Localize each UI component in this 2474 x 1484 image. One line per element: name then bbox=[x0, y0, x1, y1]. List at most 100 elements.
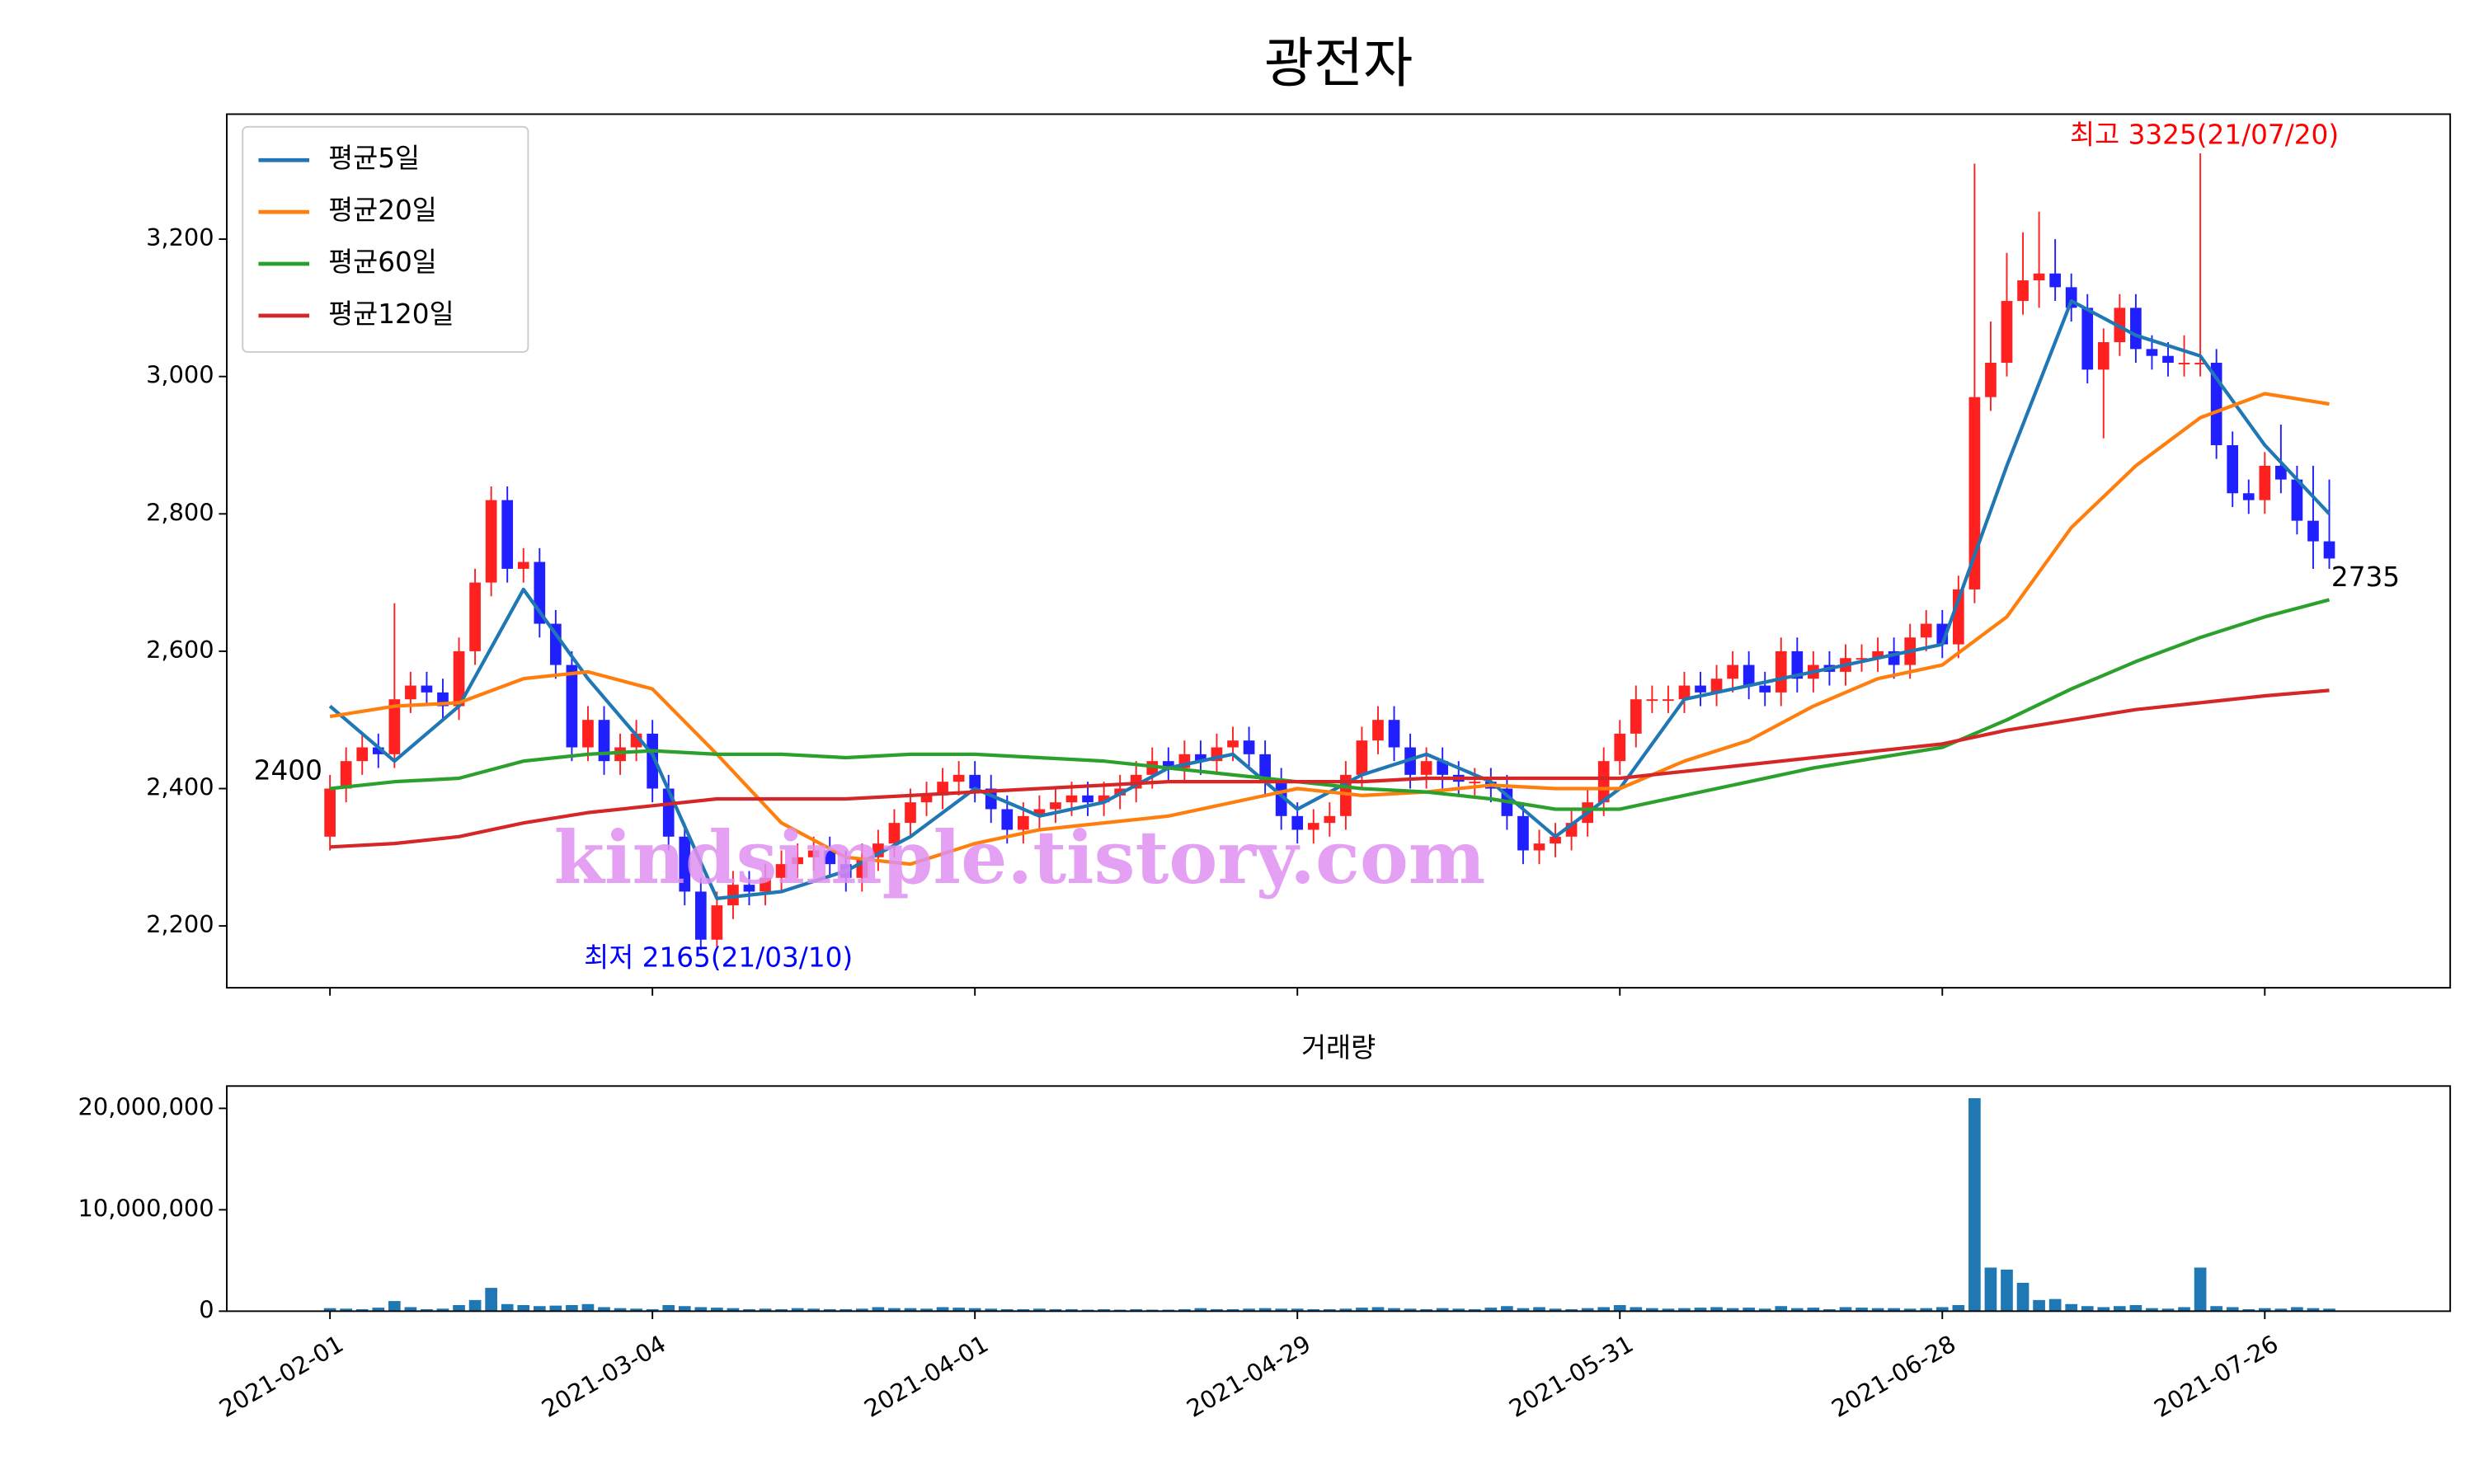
volume-bar bbox=[1323, 1308, 1336, 1312]
candle-body bbox=[775, 864, 788, 878]
volume-bar bbox=[421, 1308, 433, 1312]
volume-bar bbox=[517, 1305, 530, 1312]
volume-bar bbox=[952, 1308, 965, 1312]
candle-body bbox=[1517, 815, 1529, 851]
volume-bar bbox=[1823, 1308, 1836, 1312]
volume-bar bbox=[904, 1308, 917, 1312]
volume-bar bbox=[1501, 1306, 1513, 1312]
volume-bar bbox=[355, 1308, 369, 1312]
volume-bar bbox=[1130, 1308, 1143, 1312]
volume-bar bbox=[1856, 1308, 1868, 1312]
volume-bar bbox=[1710, 1307, 1723, 1312]
volume-title: 거래량 bbox=[1301, 1032, 1376, 1064]
volume-bar bbox=[2129, 1305, 2142, 1312]
candle-body bbox=[1033, 809, 1046, 816]
candle-body bbox=[2178, 363, 2190, 364]
candle-body bbox=[760, 877, 771, 892]
ma-line bbox=[329, 392, 2330, 866]
candle-body bbox=[1018, 815, 1029, 830]
candle-body bbox=[679, 836, 691, 892]
volume-bar bbox=[1646, 1308, 1658, 1312]
candle-body bbox=[1162, 761, 1174, 768]
candle-body bbox=[807, 850, 820, 857]
volume-bar bbox=[1597, 1307, 1611, 1312]
volume-bar bbox=[1065, 1308, 1078, 1312]
candle-body bbox=[952, 774, 965, 782]
candle-body bbox=[1663, 699, 1674, 702]
volume-bar bbox=[1903, 1308, 1917, 1312]
volume-bar bbox=[1033, 1308, 1046, 1312]
volume-bar bbox=[2001, 1269, 2013, 1312]
volume-bar bbox=[404, 1307, 417, 1312]
volume-bar bbox=[1952, 1305, 1965, 1312]
volume-bar bbox=[791, 1308, 804, 1312]
candle-body bbox=[1227, 740, 1239, 748]
volume-bar bbox=[549, 1305, 562, 1312]
candle-body bbox=[1388, 720, 1400, 748]
candle-body bbox=[1420, 761, 1432, 775]
volume-bar bbox=[2291, 1307, 2303, 1312]
volume-bar bbox=[1388, 1308, 1400, 1312]
candle-body bbox=[1001, 809, 1014, 830]
volume-bar bbox=[1420, 1308, 1432, 1312]
volume-bar bbox=[1888, 1308, 1900, 1312]
candle-body bbox=[1646, 699, 1658, 702]
annotation: 2735 bbox=[2331, 561, 2400, 593]
ma-line bbox=[329, 598, 2331, 811]
candle-body bbox=[1065, 795, 1078, 803]
volume-bar bbox=[1178, 1308, 1191, 1312]
candle-body bbox=[1775, 650, 1787, 693]
candle-body bbox=[2130, 308, 2142, 350]
y-tick-label: 2,400 bbox=[146, 773, 214, 801]
volume-bar bbox=[1404, 1308, 1417, 1312]
candle-body bbox=[372, 747, 384, 754]
volume-bar bbox=[1468, 1308, 1481, 1312]
volume-bar bbox=[2226, 1307, 2239, 1312]
volume-bar bbox=[501, 1303, 514, 1312]
candle-body bbox=[694, 891, 707, 940]
candle-body bbox=[647, 733, 659, 789]
volume-bar bbox=[614, 1308, 627, 1312]
candle-body bbox=[1695, 685, 1706, 693]
volume-bar bbox=[485, 1288, 497, 1312]
volume-bar bbox=[436, 1308, 449, 1312]
volume-bar bbox=[1258, 1308, 1272, 1312]
candle-body bbox=[1727, 665, 1738, 679]
candle-body bbox=[2001, 301, 2013, 364]
y-tick-label: 3,200 bbox=[146, 223, 214, 251]
candle-body bbox=[2242, 493, 2255, 500]
y-tick-label: 0 bbox=[199, 1295, 214, 1323]
ma-line bbox=[330, 688, 2330, 849]
plot-frame bbox=[226, 113, 2452, 989]
candle-body bbox=[598, 720, 610, 762]
candle-body bbox=[969, 774, 981, 789]
candle-body bbox=[1533, 843, 1545, 851]
candle-body bbox=[469, 582, 481, 651]
volume-bar bbox=[840, 1308, 853, 1312]
candle-body bbox=[356, 747, 369, 762]
volume-bar bbox=[2033, 1299, 2045, 1312]
candle-body bbox=[2017, 280, 2029, 302]
volume-bar bbox=[2274, 1308, 2288, 1312]
candle-body bbox=[2259, 465, 2271, 500]
candle-body bbox=[2291, 479, 2303, 521]
legend-label: 평균120일 bbox=[328, 298, 454, 330]
candle-body bbox=[711, 905, 723, 940]
candle-body bbox=[2307, 520, 2319, 542]
volume-bar bbox=[1356, 1308, 1368, 1312]
volume-bar bbox=[936, 1307, 949, 1312]
y-tick-label: 10,000,000 bbox=[78, 1194, 214, 1222]
volume-bar bbox=[2210, 1306, 2222, 1312]
volume-bar bbox=[1275, 1308, 1288, 1312]
volume-bar bbox=[388, 1301, 401, 1312]
volume-bar bbox=[2307, 1308, 2320, 1312]
candle-body bbox=[405, 685, 416, 700]
legend-label: 평균60일 bbox=[328, 247, 437, 278]
volume-bar bbox=[727, 1308, 740, 1312]
y-tick-label: 2,200 bbox=[146, 910, 214, 938]
legend-label: 평균20일 bbox=[328, 195, 437, 226]
volume-bar bbox=[1517, 1308, 1530, 1312]
candle-body bbox=[501, 500, 514, 569]
candle-body bbox=[1856, 658, 1868, 660]
candle-body bbox=[792, 857, 803, 865]
